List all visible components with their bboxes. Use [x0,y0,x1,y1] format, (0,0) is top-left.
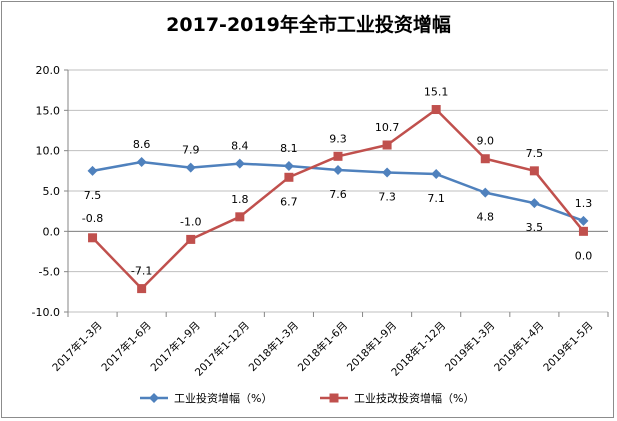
data-point-square [235,212,245,222]
data-point-diamond [185,162,196,173]
y-tick-label: -10.0 [32,306,60,319]
data-point-square [186,234,196,244]
x-tick-label: 2017年1-6月 [99,319,154,374]
data-point-square [333,151,343,161]
data-label: 7.6 [329,188,347,201]
data-label: 3.5 [526,221,544,234]
data-label: 0.0 [575,249,593,262]
data-point-diamond [529,198,540,209]
chart-title: 2017-2019年全市工业投资增幅 [166,14,451,36]
data-point-diamond [480,187,491,198]
data-point-diamond [234,158,245,169]
data-point-square [578,226,588,236]
data-label: 7.5 [526,147,544,160]
data-point-diamond [136,156,147,167]
data-label: -7.1 [131,265,152,278]
data-label: 7.3 [378,190,396,203]
data-point-square [88,233,98,243]
data-label: 4.8 [477,211,495,224]
data-label: 8.1 [280,142,298,155]
series-lines [87,105,589,294]
data-label: 8.6 [133,138,151,151]
legend-marker [149,393,159,403]
y-tick-label: 15.0 [36,104,61,117]
data-point-diamond [333,165,343,176]
data-point-diamond [283,160,294,171]
x-tick-label: 2019年1-3月 [442,319,497,374]
x-tick-label: 2017年1-9月 [148,319,203,374]
data-label: 7.1 [427,192,445,205]
legend: 工业投资增幅（%） 工业技改投资增幅（%） [140,391,474,405]
data-point-square [284,172,294,182]
data-label: 9.0 [477,135,495,148]
data-label: 10.7 [375,121,400,134]
x-tick-label: 2019年1-4月 [491,319,546,374]
data-label: -0.8 [82,212,103,225]
legend-item-investment: 工业投资增幅（%） [140,391,272,405]
data-point-square [480,154,490,164]
data-label: 6.7 [280,195,298,208]
legend-label: 工业技改投资增幅（%） [354,391,474,405]
x-tick-label: 2019年1-5月 [541,319,596,374]
data-point-diamond [431,169,442,180]
x-tick-label: 2017年1-3月 [50,319,105,374]
y-tick-label: 20.0 [36,64,61,77]
x-tick-label: 2018年1-3月 [246,319,301,374]
y-tick-label: -5.0 [39,266,60,279]
data-label: -1.0 [180,215,201,228]
data-label: 15.1 [424,86,449,99]
axes: 20.015.010.05.00.0-5.0-10.02017年1-3月2017… [32,64,609,379]
legend-item-renovation: 工业技改投资增幅（%） [320,391,474,405]
data-labels: 7.5 8.6 7.9 8.4 8.1 7.6 7.3 7.1 4.8 3.5 1.3 -0.8 -7.… [82,86,592,278]
legend-label: 工业投资增幅（%） [174,391,272,405]
data-label: 8.4 [231,140,249,153]
data-label: 7.5 [84,189,102,202]
data-point-diamond [382,167,393,178]
data-point-diamond [87,165,98,176]
data-point-diamond [578,215,589,226]
y-tick-label: 5.0 [43,185,61,198]
data-label: 7.9 [182,144,200,157]
data-point-square [137,284,147,294]
data-label: 1.8 [231,193,249,206]
x-tick-label: 2018年1-6月 [295,319,350,374]
data-point-square [431,105,441,115]
data-point-square [382,140,392,150]
x-tick-label: 2018年1-9月 [344,319,399,374]
y-tick-label: 10.0 [36,145,61,158]
data-label: 9.3 [329,132,347,145]
y-tick-label: 0.0 [43,225,61,238]
data-point-square [529,166,539,176]
data-label: 1.3 [575,197,593,210]
legend-marker [329,393,339,403]
